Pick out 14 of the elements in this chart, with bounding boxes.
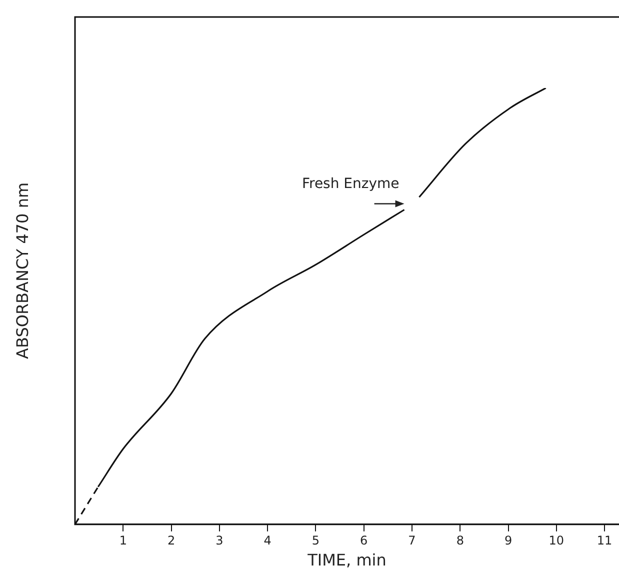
x-axis-title: TIME, min	[306, 550, 386, 570]
x-tick-label: 2	[167, 534, 176, 548]
x-tick-label: 7	[408, 534, 416, 548]
x-tick-label: 5	[312, 534, 320, 548]
x-tick-label: 6	[360, 534, 368, 548]
annotation: Fresh Enzyme	[302, 176, 400, 192]
x-tick-label: 9	[504, 534, 512, 548]
x-tick-label: 1	[119, 534, 127, 548]
x-tick-label: 3	[216, 534, 224, 548]
x-tick-label: 10	[548, 534, 564, 548]
x-tick-label: 11	[596, 534, 612, 548]
x-tick-label: 8	[456, 534, 464, 548]
y-axis-title: ABSORBANCY 470 nm	[13, 182, 32, 359]
x-tick-label: 4	[264, 534, 272, 548]
